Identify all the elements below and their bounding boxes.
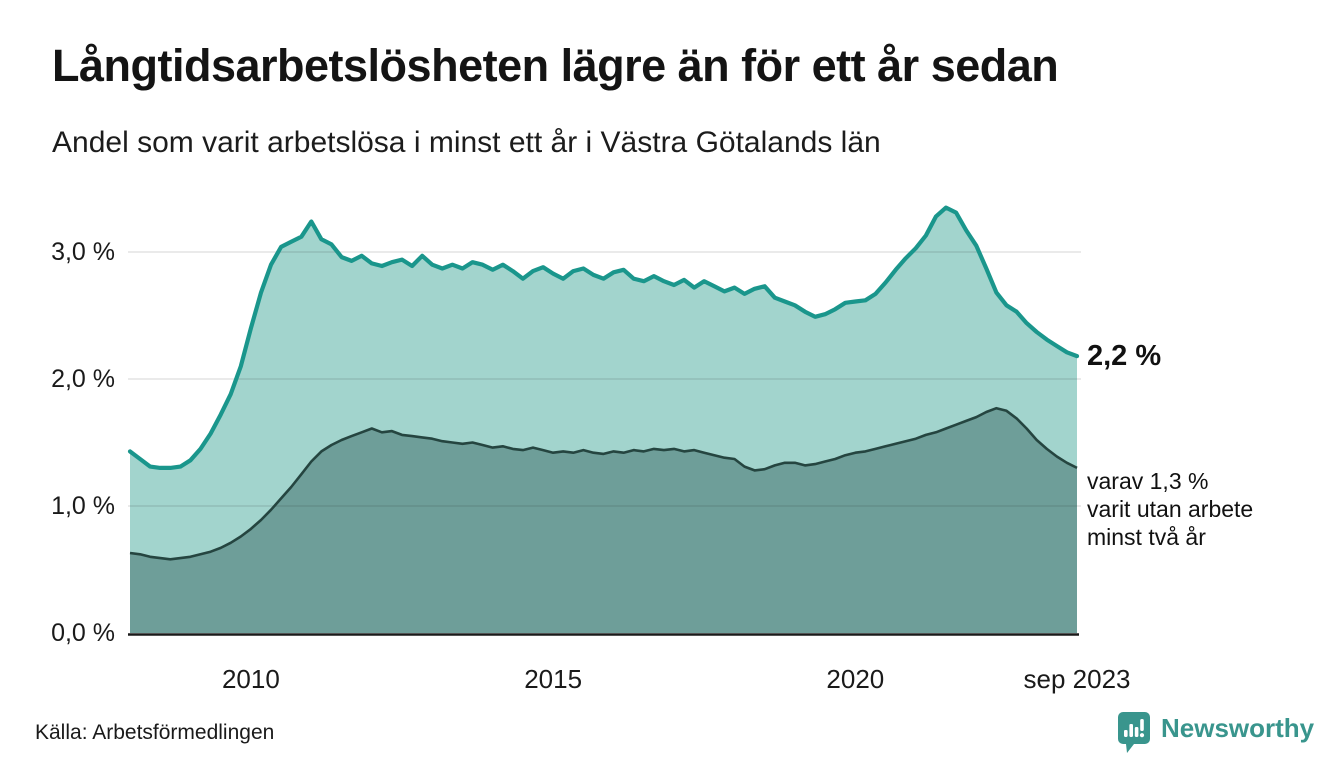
- x-tick-label: 2010: [221, 664, 280, 694]
- y-tick-label: 2,0 %: [51, 365, 115, 393]
- area-series-2: [130, 408, 1077, 633]
- source-caption: Källa: Arbetsförmedlingen: [35, 721, 275, 744]
- y-tick-label: 3,0 %: [51, 238, 115, 266]
- y-tick-label: 0,0 %: [51, 619, 115, 647]
- annotation-line: varit utan arbete: [1087, 496, 1254, 523]
- annotation-line: varav 1,3 %: [1087, 468, 1209, 494]
- brand-name: Newsworthy: [1161, 713, 1315, 743]
- x-tick-label: sep 2023: [1023, 664, 1131, 694]
- x-tick-label: 2015: [524, 664, 583, 694]
- newsworthy-icon: [1118, 712, 1150, 753]
- page-subtitle: Andel som varit arbetslösa i minst ett å…: [52, 126, 881, 159]
- page-title: Långtidsarbetslösheten lägre än för ett …: [52, 40, 1059, 91]
- y-tick-label: 1,0 %: [51, 492, 115, 520]
- line-series-2: [129, 406, 1078, 561]
- annotation-line: minst två år: [1087, 524, 1206, 551]
- series2-end-value-label: varav 1,3 % varit utan arbete minst två …: [1087, 467, 1253, 551]
- x-tick-label: 2020: [826, 664, 885, 694]
- series1-end-value-label: 2,2 %: [1087, 340, 1162, 372]
- line-series-1: [127, 205, 1080, 470]
- brand-logo: Newsworthy: [1117, 711, 1314, 755]
